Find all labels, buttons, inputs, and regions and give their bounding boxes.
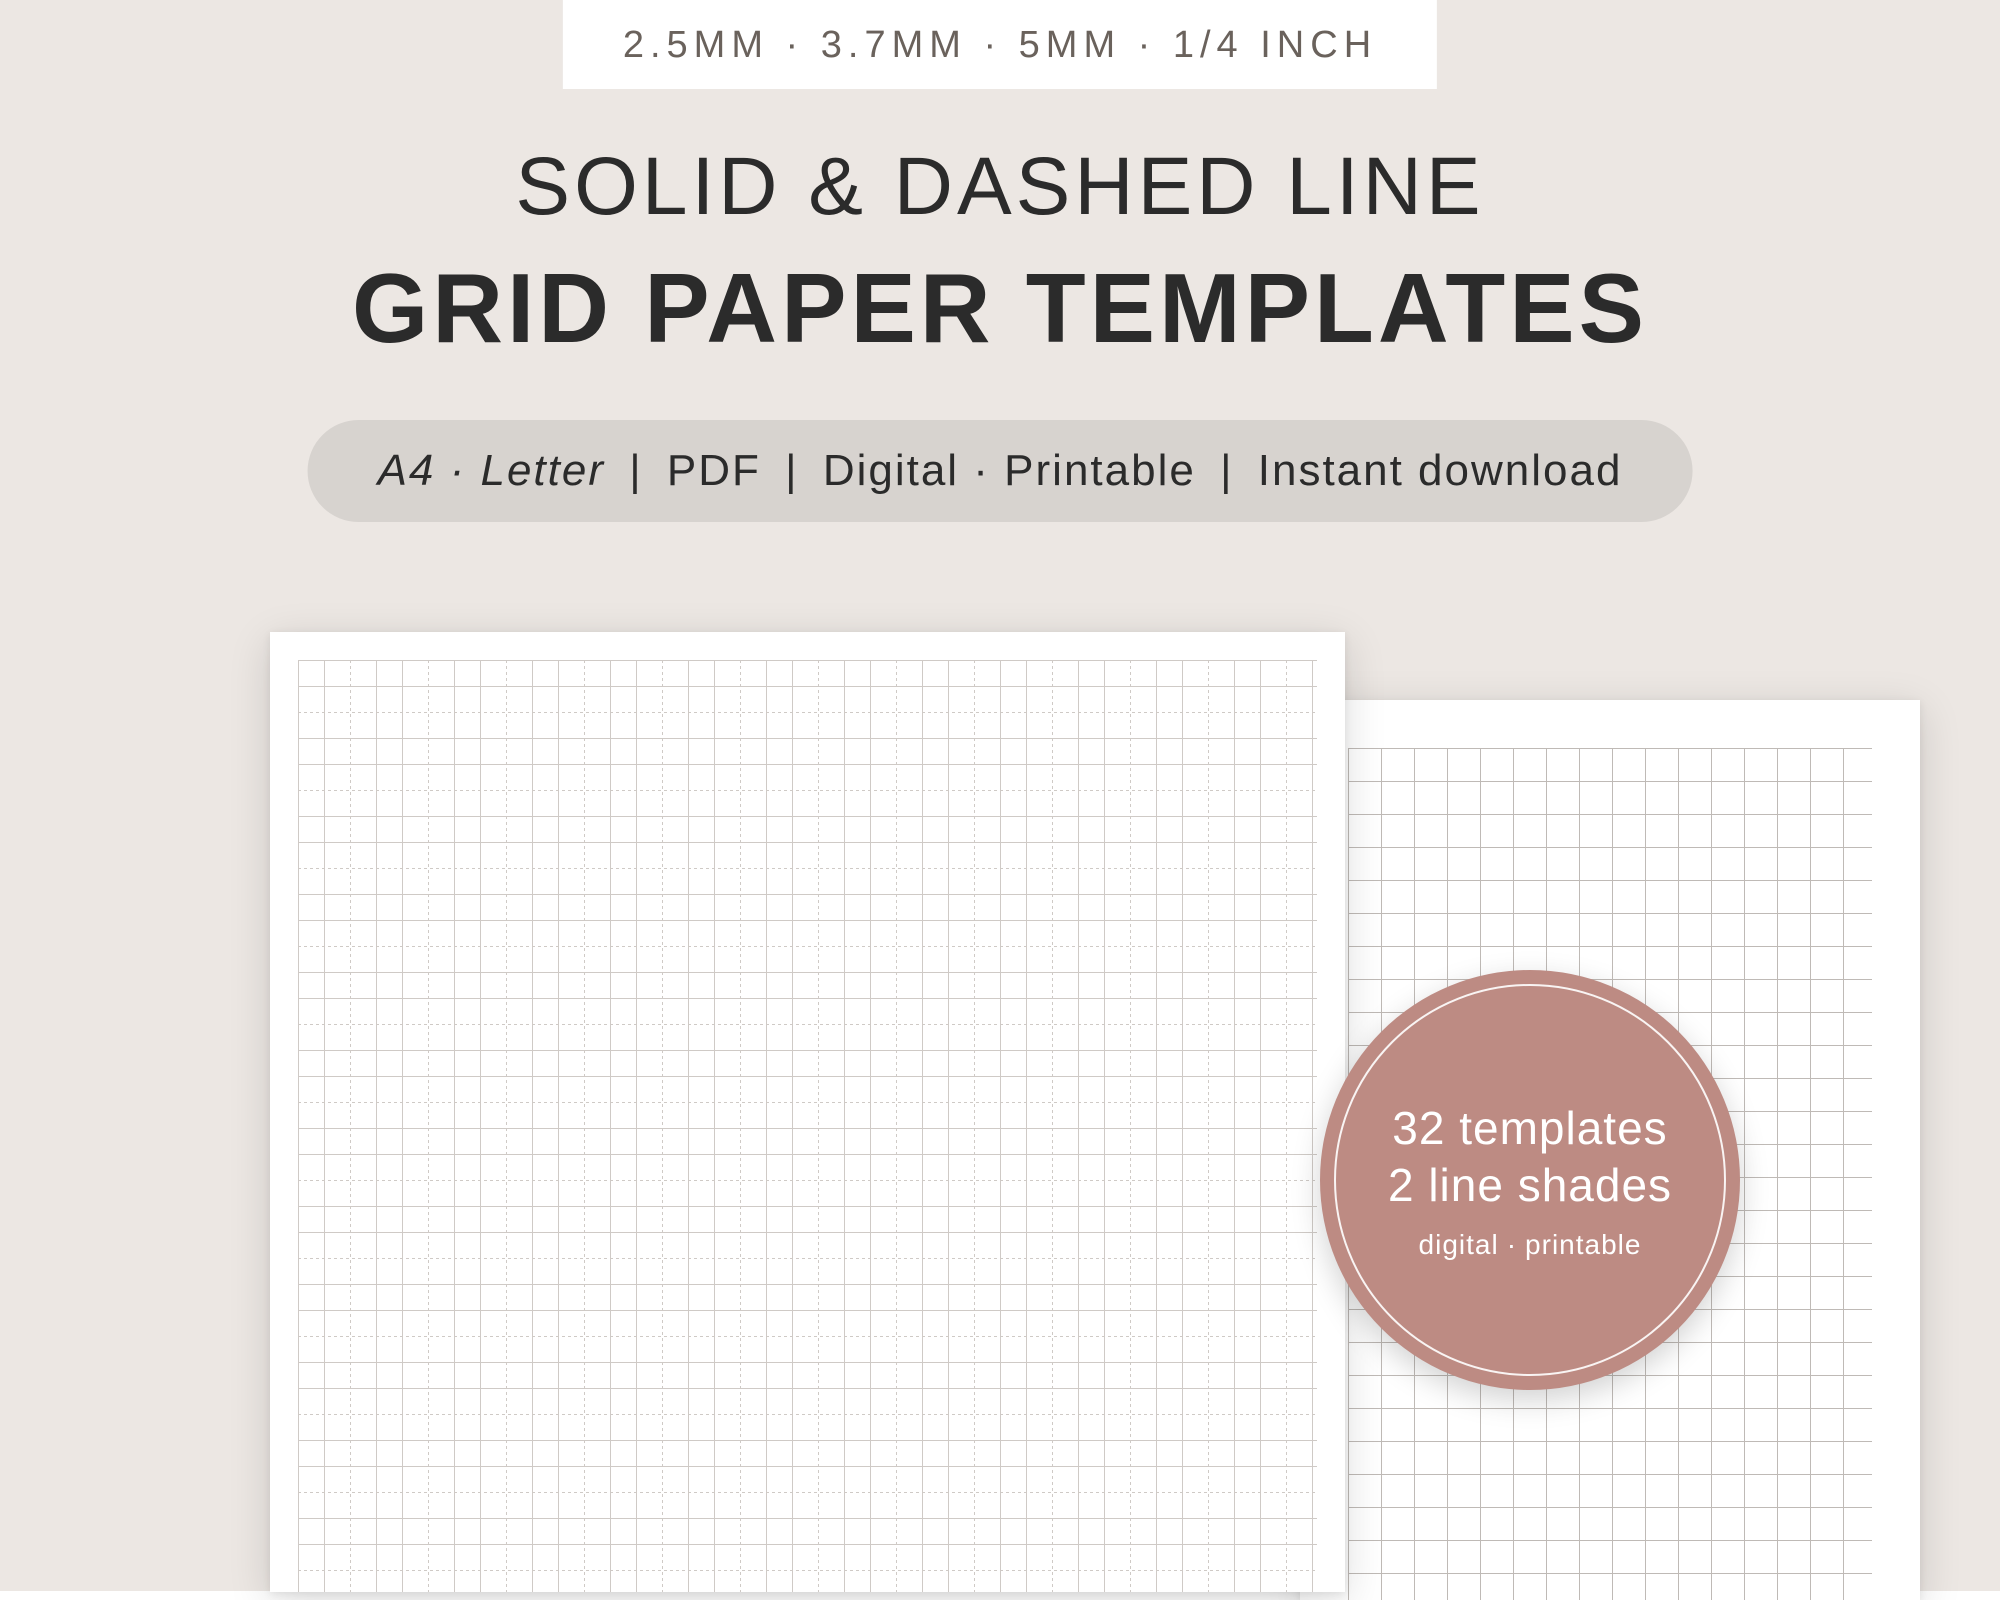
subtitle-format: A4 · Letter: [378, 446, 605, 495]
subtitle-pill: A4 · Letter | PDF | Digital · Printable …: [308, 420, 1693, 522]
subtitle-pdf: PDF: [667, 446, 761, 495]
subtitle-sep-1: |: [629, 446, 642, 495]
sizes-strip-text: 2.5MM · 3.7MM · 5MM · 1/4 INCH: [623, 24, 1377, 66]
subtitle-download: Instant download: [1258, 446, 1623, 495]
preview-page-dashed: [270, 632, 1345, 1592]
badge-line-3-left: digital: [1419, 1229, 1499, 1260]
preview-page-dashed-grid: [298, 660, 1317, 1592]
title-block: SOLID & DASHED LINE GRID PAPER TEMPLATES: [0, 140, 2000, 365]
dot-icon: ·: [1507, 1229, 1517, 1260]
subtitle-sep-3: |: [1220, 446, 1233, 495]
subtitle-digital: Digital · Printable: [823, 446, 1196, 495]
title-line-2: GRID PAPER TEMPLATES: [0, 252, 2000, 365]
badge-line-3-right: printable: [1525, 1229, 1641, 1260]
title-line-1: SOLID & DASHED LINE: [0, 140, 2000, 234]
subtitle-sep-2: |: [785, 446, 798, 495]
badge-line-3: digital · printable: [1419, 1229, 1642, 1261]
sizes-strip: 2.5MM · 3.7MM · 5MM · 1/4 INCH: [563, 0, 1437, 89]
promo-canvas: 2.5MM · 3.7MM · 5MM · 1/4 INCH SOLID & D…: [0, 0, 2000, 1591]
badge-line-2: 2 line shades: [1388, 1157, 1672, 1215]
feature-badge: 32 templates 2 line shades digital · print…: [1320, 970, 1740, 1390]
badge-line-1: 32 templates: [1392, 1100, 1667, 1158]
